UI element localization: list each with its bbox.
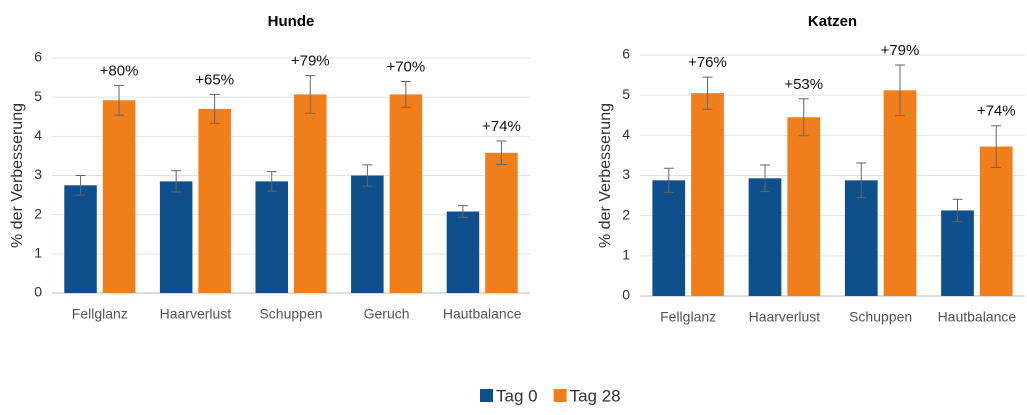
error-bar (856, 162, 867, 199)
y-tick-label: 6 (34, 49, 42, 65)
y-tick-label: 4 (34, 127, 42, 143)
x-tick-label: Fellglanz (660, 309, 716, 325)
error-bar (702, 76, 713, 110)
bar (389, 94, 423, 293)
y-tick-label: 3 (622, 166, 630, 182)
bar (102, 100, 136, 293)
error-bar (209, 93, 220, 124)
y-tick-label: 4 (622, 126, 630, 142)
x-tick-label: Geruch (364, 306, 410, 322)
bar (748, 178, 782, 296)
annotation: +76% (688, 54, 727, 71)
error-bar (760, 164, 771, 193)
bar (979, 146, 1013, 296)
error-bar (991, 125, 1002, 168)
legend-label: Tag 0 (496, 386, 538, 405)
annotation: +80% (100, 62, 139, 79)
error-bar (663, 167, 674, 193)
y-axis-label: % der Verbesserung (597, 103, 614, 248)
error-bar (798, 98, 809, 137)
error-bar (305, 75, 316, 114)
error-bar (266, 171, 277, 192)
error-bar (457, 205, 468, 218)
bar (941, 210, 974, 296)
x-tick-label: Haarverlust (160, 306, 232, 322)
legend-swatch (480, 389, 493, 402)
y-tick-label: 5 (622, 86, 630, 102)
annotation: +79% (881, 42, 920, 59)
error-bar (114, 84, 125, 116)
bar (844, 180, 878, 296)
x-tick-label: Fellglanz (72, 306, 128, 322)
error-bar (75, 175, 86, 196)
error-bar (400, 81, 411, 108)
annotation: +74% (482, 118, 521, 135)
y-tick-label: 1 (622, 247, 630, 263)
error-bar (894, 64, 905, 117)
x-tick-label: Schuppen (259, 306, 322, 322)
annotation: +53% (784, 76, 823, 93)
bar (198, 108, 231, 294)
x-tick-label: Hautbalance (938, 309, 1017, 325)
x-tick-label: Haarverlust (749, 309, 821, 325)
legend-swatch (553, 389, 567, 402)
bar (446, 211, 480, 293)
bar (787, 117, 821, 296)
chart-title: Katzen (808, 13, 857, 30)
bar (351, 175, 384, 293)
error-bar (362, 164, 373, 187)
bar (294, 94, 327, 293)
annotation: +65% (195, 71, 234, 88)
x-tick-label: Hautbalance (443, 306, 522, 322)
y-tick-label: 6 (622, 46, 630, 62)
annotation: +70% (386, 58, 425, 75)
y-tick-label: 0 (622, 287, 630, 303)
x-tick-label: Schuppen (849, 309, 912, 325)
bar (255, 181, 288, 293)
y-tick-label: 2 (34, 205, 42, 221)
error-bar (496, 140, 507, 166)
y-tick-label: 5 (34, 88, 42, 104)
error-bar (952, 198, 963, 223)
y-tick-label: 1 (34, 245, 42, 261)
bar (691, 93, 724, 297)
bar (883, 90, 917, 296)
bar (64, 185, 97, 293)
chart-title: Hunde (268, 13, 315, 30)
bar (485, 152, 518, 293)
bar (652, 180, 686, 296)
legend-label: Tag 28 (570, 386, 621, 405)
y-tick-label: 0 (34, 284, 42, 300)
error-bar (171, 170, 182, 193)
y-tick-label: 2 (622, 206, 630, 222)
y-tick-label: 3 (34, 166, 42, 182)
annotation: +79% (291, 53, 330, 70)
annotation: +74% (977, 103, 1016, 120)
bar (159, 181, 193, 293)
y-axis-label: % der Verbesserung (9, 103, 26, 248)
